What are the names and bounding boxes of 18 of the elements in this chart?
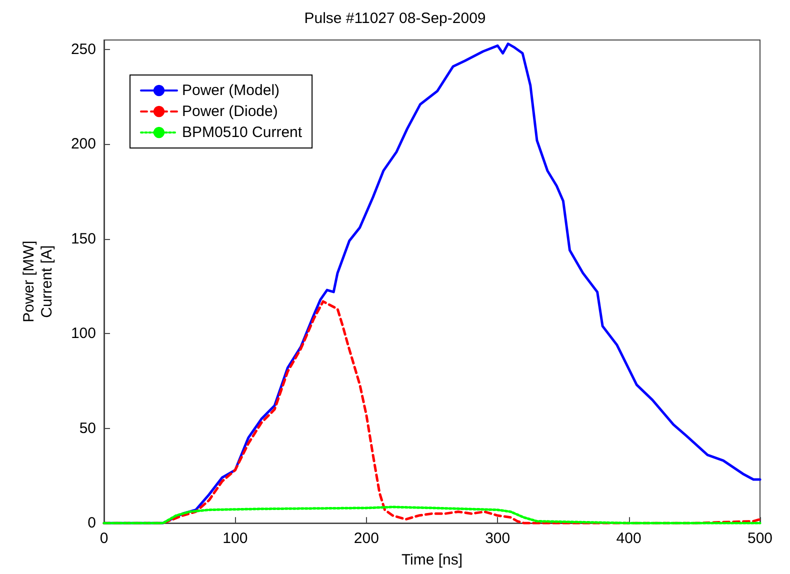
x-tick-label: 400	[616, 530, 642, 548]
y-tick-label: 100	[70, 325, 96, 342]
y-tick-label: 0	[88, 514, 96, 532]
legend-label: Power (Model)	[182, 82, 280, 99]
x-tick-label: 500	[747, 530, 773, 548]
x-tick-label: 200	[354, 530, 379, 548]
chart-title: Pulse #11027 08-Sep-2009	[304, 10, 486, 27]
legend-label: Power (Diode)	[182, 103, 278, 120]
x-tick-label: 100	[222, 530, 248, 548]
x-tick-label: 0	[100, 530, 108, 548]
legend-label: BPM0510 Current	[182, 124, 303, 141]
x-axis-title: Time [ns]	[401, 552, 463, 568]
y-tick-label: 150	[70, 230, 96, 248]
y-tick-label: 200	[70, 136, 96, 153]
y-axis-title: Power [MW] Current [A]	[20, 240, 56, 322]
y-tick-label: 50	[79, 420, 96, 437]
x-tick-label: 300	[485, 530, 510, 548]
y-tick-label: 250	[70, 40, 96, 58]
